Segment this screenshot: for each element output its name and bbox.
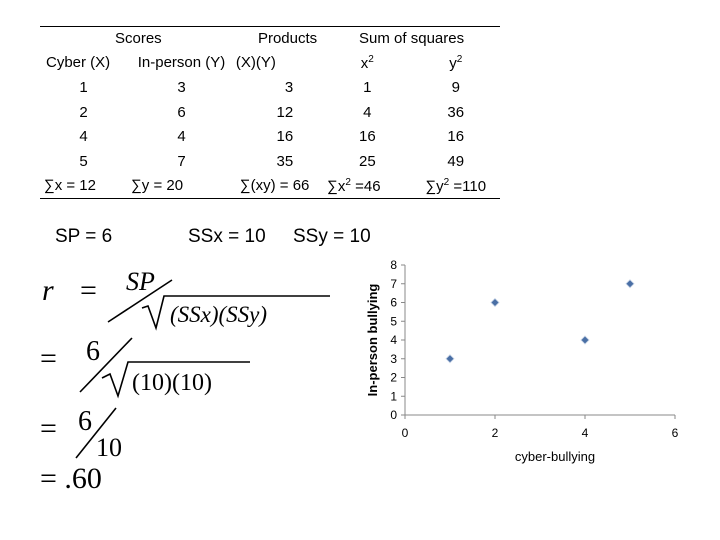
y-tick-label: 1	[390, 389, 397, 403]
formula-equals-2: =	[40, 342, 57, 375]
table-cell: 16	[276, 128, 294, 146]
total-x: ∑x = 12	[44, 177, 96, 195]
x-squared-label: x	[360, 54, 369, 72]
table-group-header-row: Scores Products Sum of squares	[40, 26, 500, 51]
table-cell: 25	[358, 152, 376, 170]
table-cell: 4	[177, 128, 186, 146]
y-tick-label: 2	[390, 371, 397, 385]
table-cell: 49	[447, 152, 465, 170]
x-squared-sup: 2	[368, 53, 374, 65]
formula-sp: SP	[126, 267, 155, 296]
x-ticks: 0 2 4 6	[402, 415, 679, 440]
table-cell: 36	[447, 103, 465, 121]
formula-ten-ten: (10)(10)	[132, 370, 212, 396]
x-tick-label: 2	[492, 426, 499, 440]
col-header-cyber: Cyber (X)	[46, 54, 111, 72]
total-y-squared: ∑y2 =110	[411, 174, 500, 199]
y-squared-sup: 2	[456, 53, 463, 65]
y-tick-label: 8	[390, 258, 397, 272]
table-top-rule	[40, 26, 500, 27]
formula-fraction-slash	[75, 407, 117, 459]
y-tick-label: 3	[390, 352, 397, 366]
table-cell: 1	[363, 78, 372, 96]
group-header-products: Products	[257, 29, 318, 47]
formula-equals-1: =	[80, 274, 97, 307]
group-header-sum-of-squares: Sum of squares	[359, 29, 465, 47]
x-tick-label: 4	[582, 426, 589, 440]
data-point	[445, 354, 455, 364]
table-cell: 6	[177, 103, 186, 121]
total-y2-value: =110	[449, 177, 487, 195]
table-cell: 3	[177, 78, 186, 96]
table-column-header-row: Cyber (X) In-person (Y) (X)(Y) x2 y2	[40, 51, 500, 76]
table-cell: 2	[79, 103, 88, 121]
table-row: 2 6 12 4 36	[40, 100, 500, 125]
col-header-y-squared: y2	[411, 51, 500, 76]
table-row: 4 4 16 16 16	[40, 124, 500, 149]
table-totals-row: ∑x = 12 ∑y = 20 ∑(xy) = 66 ∑x2 =46 ∑y2 =…	[40, 174, 500, 199]
table-cell: 7	[177, 152, 186, 170]
ssx-value: SSx = 10	[188, 226, 266, 247]
table-cell: 5	[79, 152, 88, 170]
formula-radical-2	[79, 337, 250, 399]
data-point	[580, 335, 590, 345]
total-y2-sup: 2	[443, 176, 450, 188]
table-bottom-rule	[40, 198, 500, 199]
x-tick-label: 6	[672, 426, 679, 440]
col-header-in-person: In-person (Y)	[137, 54, 226, 72]
y-squared-label: y	[449, 54, 457, 72]
formula-six-1: 6	[86, 336, 100, 367]
correlation-formula: r = SP (SSx)(SSy) = 6 (10)(10) = 6 10 = …	[40, 267, 330, 495]
col-header-x-squared: x2	[323, 51, 411, 76]
table-cell: 1	[79, 78, 88, 96]
data-point	[490, 297, 500, 308]
data-point	[625, 279, 635, 289]
y-ticks: 0 1 2 3 4 5 6 7 8	[390, 258, 405, 422]
table-row: 1 3 3 1 9	[40, 75, 500, 100]
formula-r: r	[42, 274, 54, 307]
table-cell: 9	[451, 78, 460, 96]
table-cell: 4	[363, 103, 372, 121]
total-y: ∑y = 20	[131, 177, 184, 195]
data-points	[445, 279, 635, 364]
x-axis-label: cyber-bullying	[515, 449, 595, 464]
scatter-chart: 0 1 2 3 4 5 6 7 8 0 2 4 6 In-person bullying cyber-…	[365, 258, 679, 464]
table-cell: 16	[447, 128, 465, 146]
col-header-products: (X)(Y)	[235, 54, 276, 72]
y-axis-label: In-person bullying	[365, 284, 380, 397]
sp-value: SP = 6	[55, 226, 113, 247]
formula-equals-3: =	[40, 412, 57, 445]
x-tick-label: 0	[402, 426, 409, 440]
table-cell: 3	[284, 78, 294, 96]
total-x2-value: =46	[350, 177, 381, 195]
table-row: 5 7 35 25 49	[40, 149, 500, 174]
formula-radical-1	[107, 279, 330, 331]
total-x-squared: ∑x2 =46	[323, 174, 411, 199]
y-tick-label: 7	[390, 277, 397, 291]
total-xy: ∑(xy) = 66	[239, 177, 310, 195]
formula-ten: 10	[96, 433, 122, 462]
y-tick-label: 5	[390, 314, 397, 328]
total-x2-sup: 2	[345, 176, 351, 188]
formula-six-2: 6	[78, 406, 92, 437]
total-x2-prefix: ∑x	[327, 177, 346, 195]
y-tick-label: 0	[390, 408, 397, 422]
total-y2-prefix: ∑y	[425, 177, 444, 195]
y-tick-label: 4	[390, 333, 397, 347]
formula-result: = .60	[40, 462, 102, 495]
table-cell: 35	[276, 152, 294, 170]
ssy-value: SSy = 10	[293, 226, 371, 247]
y-tick-label: 6	[390, 296, 397, 310]
table-cell: 12	[276, 103, 294, 121]
table-cell: 16	[358, 128, 376, 146]
formula-ssx-ssy: (SSx)(SSy)	[170, 302, 267, 327]
scores-table: Scores Products Sum of squares Cyber (X)…	[40, 26, 500, 198]
table-cell: 4	[79, 128, 88, 146]
group-header-scores: Scores	[115, 29, 162, 47]
